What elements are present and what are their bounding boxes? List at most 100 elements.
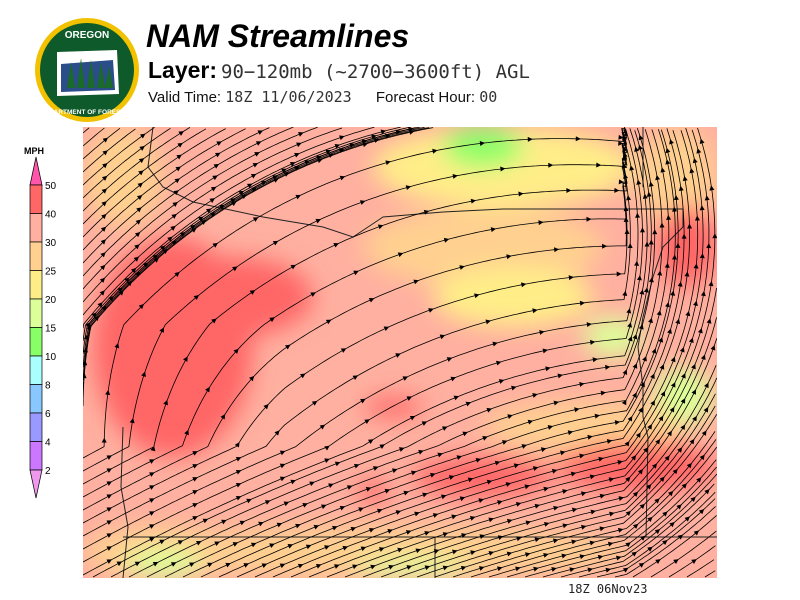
flow-arrow <box>391 468 398 474</box>
flow-arrow <box>170 562 177 567</box>
flow-arrow <box>587 567 593 573</box>
flow-arrow <box>524 484 530 490</box>
streamline <box>83 127 425 381</box>
page-title: NAM Streamlines <box>146 18 410 54</box>
flow-arrow <box>689 167 695 174</box>
flow-arrow <box>696 477 702 483</box>
flow-arrow <box>693 530 700 536</box>
flow-arrow <box>406 396 413 401</box>
flow-arrow <box>174 271 180 277</box>
flow-arrow <box>574 407 580 413</box>
flow-arrow <box>235 456 242 462</box>
streamline <box>83 127 121 160</box>
flow-arrow <box>100 264 106 271</box>
streamline <box>83 127 294 277</box>
flow-arrow <box>159 245 166 251</box>
flow-arrow <box>126 280 133 287</box>
flow-arrow <box>553 505 559 511</box>
flow-arrow <box>627 243 633 249</box>
flow-arrow <box>488 550 495 556</box>
flow-arrow <box>627 415 633 422</box>
flow-arrow <box>442 532 449 537</box>
flow-arrow <box>138 158 145 164</box>
flow-arrow <box>691 363 696 370</box>
flow-arrow <box>666 214 672 220</box>
flow-arrow <box>296 142 302 148</box>
flow-arrow <box>543 521 550 527</box>
flow-arrow <box>428 308 434 313</box>
flow-arrow <box>234 441 240 448</box>
svg-text:OREGON: OREGON <box>65 30 109 41</box>
flow-arrow <box>150 445 156 452</box>
flow-arrow <box>631 455 637 461</box>
streamline <box>704 570 716 578</box>
flow-arrow <box>196 540 202 546</box>
flow-arrow <box>179 231 186 238</box>
flow-arrow <box>581 491 587 497</box>
flow-arrow <box>324 458 330 463</box>
flow-arrow <box>134 244 140 250</box>
flow-arrow <box>664 262 670 268</box>
flow-arrow <box>257 130 264 135</box>
legend-tick-label: 40 <box>45 210 57 221</box>
flow-arrow <box>624 228 630 234</box>
flow-arrow <box>622 290 628 297</box>
legend-color-box <box>29 213 43 243</box>
flow-arrow <box>634 260 640 266</box>
flow-arrow <box>283 501 290 507</box>
flow-arrow <box>627 322 632 328</box>
flow-arrow <box>579 453 585 459</box>
flow-arrow <box>358 507 364 512</box>
flow-arrow <box>639 503 645 509</box>
flow-arrow <box>99 290 105 296</box>
flow-arrow <box>423 209 430 215</box>
flow-arrow <box>424 565 431 571</box>
flow-arrow <box>648 277 654 283</box>
flow-arrow <box>334 143 341 149</box>
flow-arrow <box>289 162 296 167</box>
flow-arrow <box>689 438 695 445</box>
flow-arrow <box>470 550 476 556</box>
streamline <box>83 127 191 212</box>
flow-arrow <box>622 152 628 158</box>
flow-arrow <box>699 253 705 259</box>
flow-arrow <box>432 148 438 154</box>
flow-arrow <box>418 449 424 455</box>
flow-arrow <box>452 173 458 179</box>
flow-arrow <box>378 547 385 552</box>
flow-arrow <box>589 540 596 546</box>
flow-arrow <box>669 138 674 145</box>
flow-arrow <box>443 237 450 243</box>
streamline <box>434 414 717 578</box>
flow-arrow <box>384 488 391 494</box>
flow-arrow <box>706 243 712 249</box>
flow-arrow <box>659 222 665 228</box>
flow-arrow <box>100 252 106 258</box>
flow-arrow <box>543 552 549 558</box>
legend-tick-label: 20 <box>45 295 57 306</box>
streamline <box>578 491 716 578</box>
flow-arrow <box>192 516 198 521</box>
flow-arrow <box>313 524 320 530</box>
streamline <box>380 377 717 578</box>
streamlines <box>83 127 717 578</box>
legend-tick-label: 6 <box>45 409 51 420</box>
flow-arrow <box>368 297 375 303</box>
flow-arrow <box>501 440 508 445</box>
forecast-hour-label: Forecast Hour: <box>375 89 476 106</box>
flow-arrow <box>372 466 379 471</box>
flow-arrow <box>171 240 177 246</box>
flow-arrow <box>703 407 709 413</box>
flow-arrow <box>467 477 474 483</box>
flow-arrow <box>650 373 655 379</box>
svg-text:DEPARTMENT OF FORESTRY: DEPARTMENT OF FORESTRY <box>41 109 134 116</box>
streamline <box>614 506 716 578</box>
flow-arrow <box>134 231 141 238</box>
layer-info: Layer: 90−120mb (~2700−3600ft) AGL <box>148 57 530 84</box>
flow-arrow <box>220 413 226 420</box>
flow-arrow <box>205 386 210 393</box>
flow-arrow <box>547 425 554 430</box>
flow-arrow <box>632 523 639 529</box>
flow-arrow <box>677 281 683 287</box>
flow-arrow <box>557 373 563 379</box>
